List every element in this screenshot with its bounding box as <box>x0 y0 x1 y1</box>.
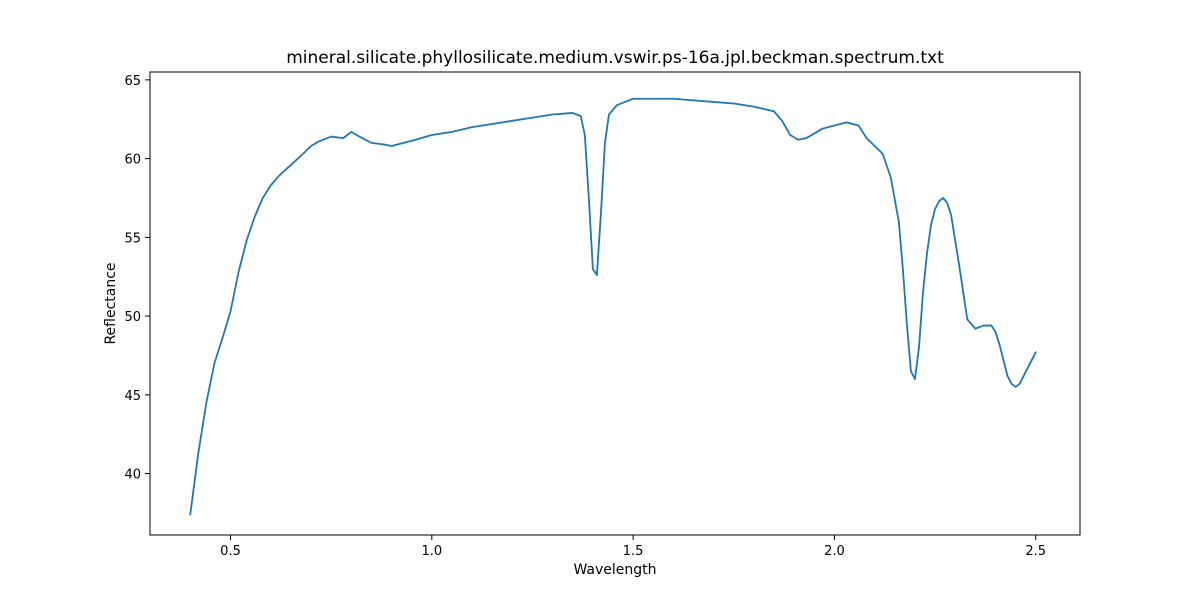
series-line-reflectance <box>189 97 1037 516</box>
axes-frame <box>149 71 1081 536</box>
chart-title: mineral.silicate.phyllosilicate.medium.v… <box>286 48 944 68</box>
x-tick-label: 1.0 <box>421 544 442 559</box>
y-tick-label: 40 <box>124 468 141 483</box>
y-tick-label: 65 <box>124 74 141 89</box>
y-tick-label: 60 <box>124 153 141 168</box>
y-tick-label: 45 <box>124 389 141 404</box>
x-axis-ticks: 0.5 1.0 1.5 2.0 2.5 <box>220 535 1046 559</box>
x-tick-label: 2.5 <box>1025 544 1046 559</box>
y-tick-label: 50 <box>124 310 141 325</box>
x-tick-label: 1.5 <box>623 544 644 559</box>
x-tick-label: 0.5 <box>220 544 241 559</box>
x-tick-label: 2.0 <box>824 544 845 559</box>
y-tick-label: 55 <box>124 231 141 246</box>
x-axis-label: Wavelength <box>573 562 656 578</box>
y-axis-label: Reflectance <box>103 262 119 344</box>
plot-area <box>149 71 1081 536</box>
y-axis-ticks: 40 45 50 55 60 65 <box>124 74 150 483</box>
